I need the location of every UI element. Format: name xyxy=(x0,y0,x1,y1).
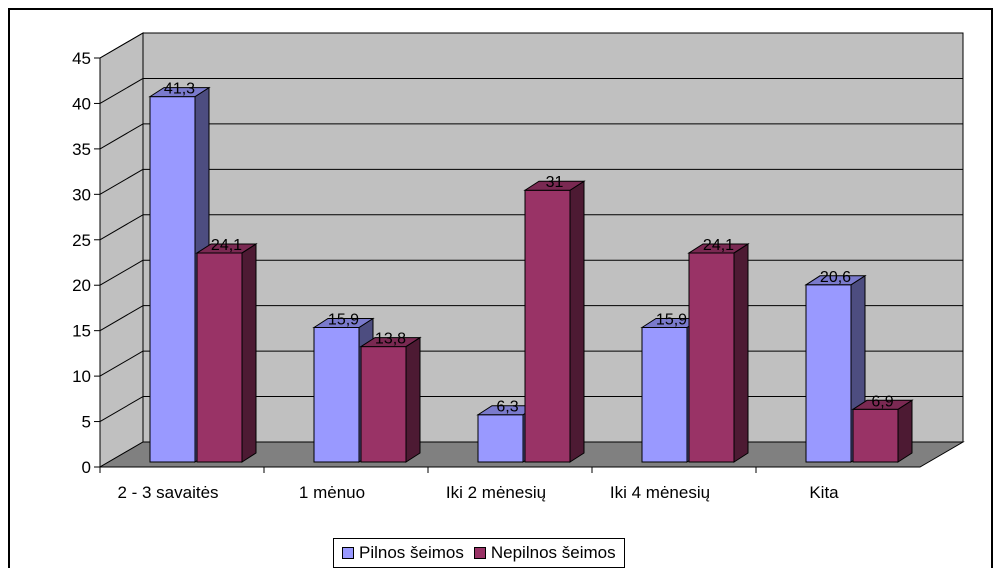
data-label: 24,1 xyxy=(211,237,242,254)
bar-front xyxy=(805,284,852,463)
gridline-side xyxy=(99,78,144,104)
bar-top xyxy=(804,275,867,286)
bar-side xyxy=(733,243,749,463)
bar-top xyxy=(523,180,586,191)
data-label: 13,8 xyxy=(375,331,406,348)
bar-front xyxy=(641,326,688,463)
chart-frame xyxy=(8,8,993,568)
side-wall xyxy=(99,32,144,468)
bar-front xyxy=(524,189,571,463)
data-label: 41,3 xyxy=(164,81,195,98)
bar-front xyxy=(852,408,899,463)
legend-item-series-2: Nepilnos šeimos xyxy=(473,543,616,563)
bar-top xyxy=(312,317,375,328)
bar-front xyxy=(477,414,524,463)
x-tick-label: Iki 4 mėnesių xyxy=(610,483,710,502)
legend-swatch-series-2 xyxy=(473,547,486,559)
bar-front xyxy=(313,326,360,463)
bar-side xyxy=(569,180,585,463)
x-tick-label: Kita xyxy=(809,483,839,502)
x-tick-label: 2 - 3 savaitės xyxy=(117,483,218,502)
y-tick-label: 40 xyxy=(72,94,91,113)
y-tick-label: 25 xyxy=(72,231,91,250)
y-tick-label: 0 xyxy=(82,458,91,477)
y-tick-label: 20 xyxy=(72,276,91,295)
data-label: 15,9 xyxy=(328,311,359,328)
gridline-side xyxy=(99,32,144,59)
bar-side xyxy=(405,336,421,463)
data-label: 24,1 xyxy=(703,237,734,254)
bar-top xyxy=(359,337,422,348)
data-label: 20,6 xyxy=(820,269,851,286)
bar-front xyxy=(360,346,407,463)
gridline-side xyxy=(99,123,144,150)
legend-swatch-series-1 xyxy=(342,547,354,559)
y-tick-label: 5 xyxy=(82,413,91,432)
bar-top xyxy=(148,87,211,98)
bar-side xyxy=(897,399,913,463)
legend: Pilnos šeimos Nepilnos šeimos xyxy=(333,538,625,568)
gridline-side xyxy=(99,259,144,286)
gridline-side xyxy=(99,214,144,241)
data-label: 6,9 xyxy=(871,393,893,410)
x-tick-label: Iki 2 mėnesių xyxy=(446,483,546,502)
data-label: 6,3 xyxy=(496,399,518,416)
bar-top xyxy=(851,399,914,410)
y-tick-label: 10 xyxy=(72,367,91,386)
y-tick-label: 45 xyxy=(72,49,91,68)
gridline-side xyxy=(99,168,144,195)
bar-front xyxy=(196,252,243,463)
bar-front xyxy=(688,252,735,463)
gridline-side xyxy=(99,396,144,422)
bar-top xyxy=(195,243,258,254)
legend-item-series-1: Pilnos šeimos xyxy=(342,543,464,563)
gridline-side xyxy=(99,305,144,332)
bar-side xyxy=(241,243,257,463)
bar-front xyxy=(149,96,196,463)
data-label: 31 xyxy=(546,174,564,191)
bar-top xyxy=(687,243,750,254)
y-tick-label: 30 xyxy=(72,185,91,204)
y-tick-label: 15 xyxy=(72,322,91,341)
x-tick-label: 1 mėnuo xyxy=(299,483,365,502)
data-label: 15,9 xyxy=(656,311,687,328)
gridline-side xyxy=(99,350,144,377)
legend-label-series-2: Nepilnos šeimos xyxy=(490,543,616,562)
legend-label-series-1: Pilnos šeimos xyxy=(359,543,464,562)
y-tick-label: 35 xyxy=(72,140,91,159)
